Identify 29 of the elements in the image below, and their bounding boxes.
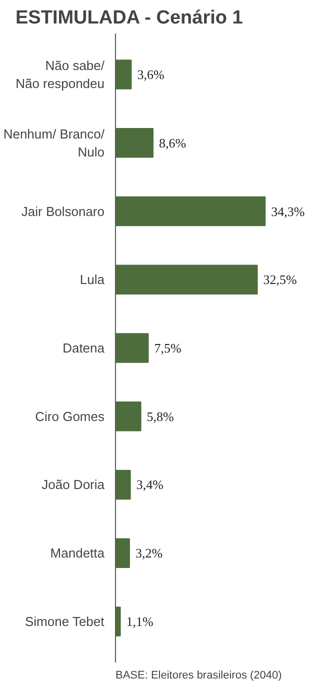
bar (116, 128, 154, 158)
data-label: 8,6% (159, 135, 186, 150)
data-label: 7,5% (154, 340, 182, 356)
bar (116, 402, 142, 432)
y-tick-label: Jair Bolsonaro (21, 204, 105, 219)
bar (116, 470, 131, 500)
data-label: 1,1% (126, 614, 154, 629)
bar (116, 60, 132, 90)
data-label: 3,2% (135, 546, 163, 561)
y-tick-label: Simone Tebet (25, 614, 105, 629)
bar (116, 333, 149, 363)
y-tick-label: Ciro Gomes (35, 408, 105, 424)
y-tick-label: João Doria (42, 477, 106, 492)
y-tick-label: Datena (62, 340, 106, 356)
text: BASE: Eleitores brasileiros (2040) (116, 670, 282, 682)
bar (116, 538, 130, 568)
chart-title: ESTIMULADA - Cenário 1 (16, 8, 244, 28)
bar (116, 196, 266, 226)
bar (116, 606, 121, 636)
y-tick-label: Não sabe/ Não respondeu (16, 58, 105, 92)
bar (116, 264, 258, 294)
data-label: 5,8% (146, 408, 174, 424)
y-tick-label: Lula (80, 272, 106, 288)
y-tick-label: Mandetta (50, 546, 106, 561)
data-label: 3,4% (136, 477, 164, 492)
data-label: 32,5% (263, 272, 298, 288)
data-label: 34,3% (271, 204, 305, 219)
y-tick-label: Nenhum/ Branco/ Nulo (3, 126, 105, 160)
data-label: 3,6% (137, 67, 164, 82)
